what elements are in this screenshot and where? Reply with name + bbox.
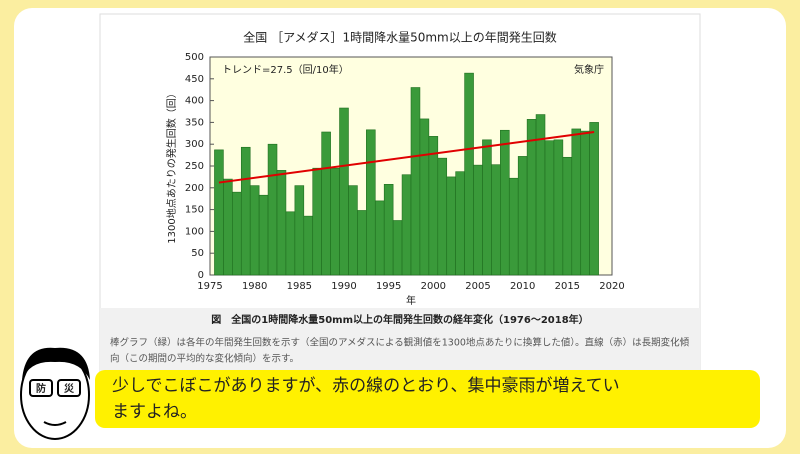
- x-tick-label: 2020: [599, 281, 624, 292]
- face-label: 災: [63, 383, 75, 395]
- y-tick-label: 150: [185, 205, 204, 216]
- x-tick-label: 2000: [421, 281, 446, 292]
- source-annotation: 気象庁: [574, 63, 604, 76]
- bar: [401, 174, 412, 276]
- bar: [508, 177, 519, 276]
- bar: [473, 164, 483, 276]
- bar: [232, 191, 242, 276]
- x-tick-label: 1985: [287, 281, 312, 292]
- bar: [491, 164, 501, 276]
- caption-area: [100, 308, 700, 372]
- y-tick-label: 100: [185, 226, 204, 237]
- bar: [366, 129, 376, 276]
- x-tick-label: 1975: [197, 281, 222, 292]
- y-tick-label: 400: [185, 96, 204, 107]
- y-tick-label: 250: [185, 161, 204, 172]
- mouth: [43, 421, 67, 426]
- glasses: [57, 379, 81, 397]
- bar: [303, 215, 314, 276]
- x-tick-label: 1980: [242, 281, 267, 292]
- bar: [312, 167, 322, 276]
- description-line: 向（この期間の平均的な変化傾向）を示す。: [110, 353, 299, 365]
- bar: [419, 118, 430, 276]
- chart-title: 全国 ［アメダス］1時間降水量50mm以上の年間発生回数: [243, 30, 557, 45]
- y-tick-label: 350: [185, 117, 204, 128]
- x-tick-label: 1990: [331, 281, 356, 292]
- bar: [330, 167, 340, 276]
- bar: [249, 185, 260, 276]
- bar: [276, 170, 287, 276]
- speech-line: 少しでこぼこがありますが、赤の線のとおり、集中豪雨が増えてい: [112, 375, 620, 396]
- bar: [553, 139, 564, 276]
- bar: [562, 156, 573, 276]
- bar: [223, 178, 233, 276]
- bar: [482, 139, 492, 276]
- trend-line: [218, 131, 595, 184]
- trend-annotation: トレンド=27.5（回/10年）: [222, 63, 349, 76]
- x-tick-label: 1995: [376, 281, 401, 292]
- y-tick-label: 50: [191, 248, 204, 259]
- bar: [285, 211, 296, 276]
- y-axis-label: 1300地点あたりの発生回数（回）: [165, 88, 178, 243]
- speech-bubble: [95, 370, 760, 428]
- bar: [392, 220, 403, 276]
- bar: [428, 136, 439, 276]
- x-tick-label: 2010: [510, 281, 535, 292]
- bar: [374, 200, 385, 276]
- y-tick-label: 300: [185, 139, 204, 150]
- bar: [240, 146, 251, 276]
- bar: [571, 128, 582, 276]
- bar: [464, 72, 474, 276]
- bar: [544, 140, 555, 276]
- bar: [446, 176, 456, 276]
- bar: [348, 185, 358, 276]
- speech-line: ますよね。: [112, 402, 197, 422]
- bar: [455, 171, 465, 276]
- face-label: 防: [36, 382, 46, 395]
- caption: 図 全国の1時間降水量50mm以上の年間発生回数の経年変化（1976～2018年…: [211, 313, 588, 326]
- bar: [500, 129, 510, 276]
- bar: [258, 194, 269, 276]
- x-axis-label: 年: [406, 294, 416, 307]
- bar: [294, 185, 305, 276]
- bar: [383, 184, 394, 276]
- hair: [22, 347, 90, 380]
- character: 防 災: [20, 347, 90, 440]
- y-tick-label: 450: [185, 74, 204, 85]
- bar: [214, 149, 224, 276]
- bar: [339, 107, 349, 276]
- x-tick-label: 2015: [555, 281, 580, 292]
- bar: [357, 210, 367, 276]
- bar: [410, 87, 421, 276]
- y-tick-label: 200: [185, 183, 204, 194]
- bar: [267, 143, 278, 276]
- bar: [589, 122, 599, 276]
- y-tick-label: 500: [185, 52, 204, 63]
- description-line: 棒グラフ（緑）は各年の年間発生回数を示す（全国のアメダスによる観測値を1300地…: [110, 337, 690, 349]
- y-tick-label: 0: [198, 270, 204, 281]
- bar: [526, 119, 537, 276]
- bar: [321, 131, 331, 276]
- bar: [580, 130, 590, 276]
- bar: [517, 156, 528, 276]
- x-tick-label: 2005: [465, 281, 490, 292]
- bar: [437, 157, 448, 276]
- glasses: [29, 379, 53, 397]
